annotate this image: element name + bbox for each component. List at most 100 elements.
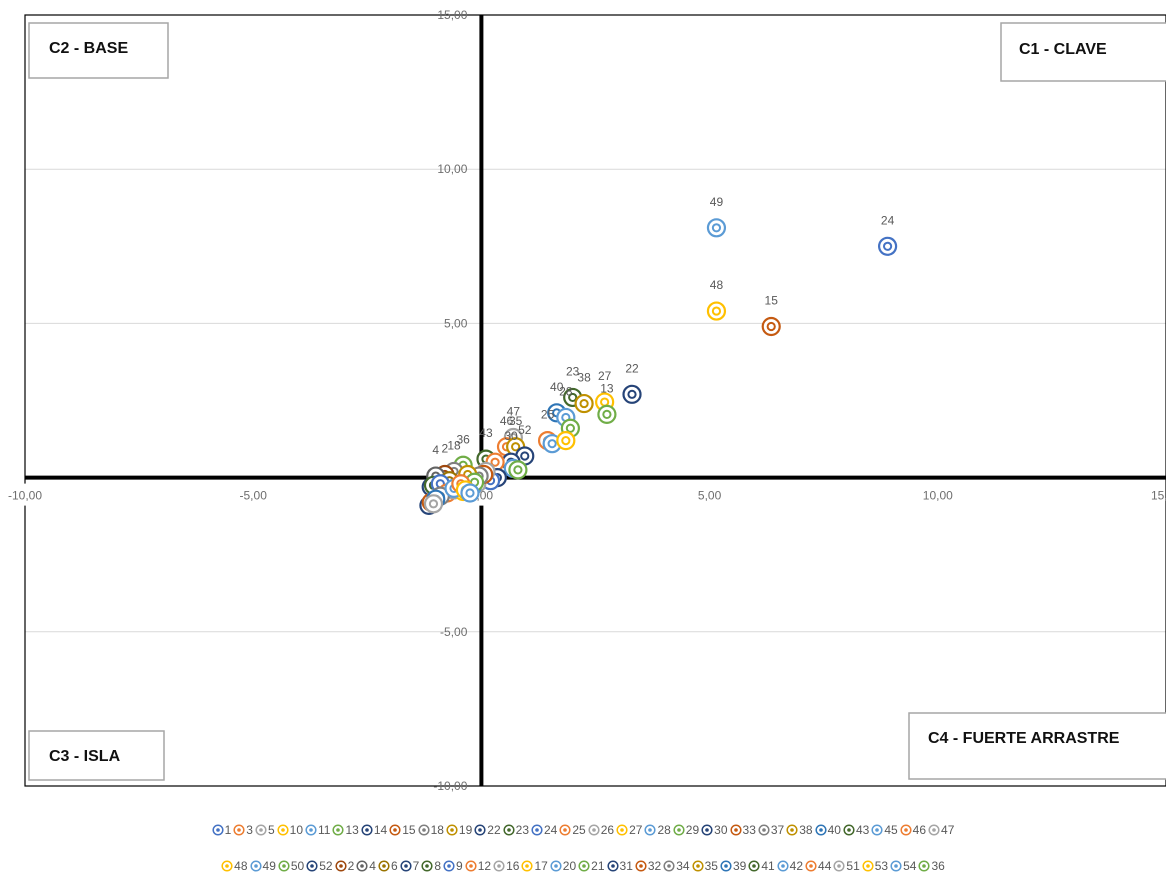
data-point-center	[766, 321, 776, 332]
legend-item: 48	[221, 859, 248, 873]
data-point-center	[547, 439, 557, 449]
legend-item: 16	[493, 859, 519, 873]
data-point-center	[579, 398, 589, 409]
legend-label: 25	[572, 823, 586, 837]
legend-marker-icon	[278, 860, 290, 872]
legend-marker-icon	[928, 824, 940, 836]
legend-marker-icon	[616, 824, 628, 836]
legend-marker-icon	[833, 860, 845, 872]
legend-label: 31	[619, 859, 633, 873]
point-label: 38	[577, 371, 591, 385]
legend-item: 23	[503, 823, 529, 837]
legend-label: 37	[770, 823, 785, 837]
point-label: 15	[765, 293, 779, 307]
legend-marker-icon	[465, 860, 477, 872]
data-point-center	[711, 223, 722, 233]
y-tick-label: -5,00	[440, 625, 468, 639]
legend-label: 20	[562, 859, 577, 873]
data-point-center	[465, 488, 475, 498]
legend-marker-icon	[729, 824, 742, 836]
x-tick-label: -10,00	[8, 489, 42, 503]
legend-label: 46	[912, 823, 927, 837]
legend-marker-icon	[748, 860, 760, 872]
point-label: 22	[625, 361, 639, 375]
point-label: 23	[566, 364, 580, 378]
legend-marker-icon	[418, 824, 430, 836]
legend-label: 28	[657, 823, 671, 837]
legend-label: 10	[289, 823, 304, 837]
legend-marker-icon	[443, 860, 455, 872]
legend-label: 21	[591, 859, 605, 873]
x-tick-label: 10,00	[923, 489, 953, 503]
point-label: 49	[710, 195, 724, 209]
legend-label: 4	[369, 859, 376, 873]
legend-label: 9	[456, 859, 463, 873]
legend-item: 32	[635, 859, 661, 873]
point-label: 18	[447, 438, 461, 452]
legend-label: 42	[789, 859, 804, 873]
legend-item: 5	[255, 823, 275, 837]
legend-item: 17	[521, 859, 548, 873]
legend-marker-icon	[862, 860, 874, 872]
legend-marker-icon	[720, 860, 732, 872]
data-point-center	[490, 457, 500, 467]
legend-label: 27	[629, 823, 643, 837]
x-tick-label: -5,00	[240, 489, 268, 503]
legend-marker-icon	[815, 824, 827, 836]
legend-item: 2	[335, 859, 354, 873]
legend-item: 22	[474, 823, 501, 837]
legend-item: 11	[305, 823, 330, 837]
legend-item: 37	[758, 823, 784, 837]
point-label: 43	[479, 426, 493, 440]
legend-item: 15	[389, 823, 416, 837]
legend-item: 38	[786, 823, 813, 837]
legend-marker-icon	[361, 824, 373, 836]
legend-label: 23	[515, 823, 529, 837]
legend-item: 41	[748, 859, 775, 873]
legend-marker-icon	[805, 860, 817, 872]
quadrant-box	[908, 712, 1166, 780]
legend-label: 30	[714, 823, 728, 837]
legend-label: 53	[874, 859, 889, 873]
legend-item: 9	[443, 859, 463, 873]
legend-item: 4	[356, 859, 376, 873]
legend-marker-icon	[335, 860, 347, 872]
data-point	[597, 404, 617, 424]
legend-item: 51	[833, 859, 860, 873]
data-point	[706, 301, 727, 321]
legend-marker-icon	[503, 824, 515, 836]
data-point-center	[627, 389, 637, 399]
x-tick-label: 15,00	[1151, 489, 1166, 503]
x-tick-background	[5, 483, 665, 506]
data-point	[761, 316, 781, 337]
legend-item: 21	[578, 859, 605, 873]
legend-item: 18	[418, 823, 444, 837]
data-point	[622, 384, 642, 404]
x-tick-label: 5,00	[698, 489, 722, 503]
legend-marker-icon	[474, 824, 486, 836]
legend-item: 35	[692, 859, 718, 873]
legend-item: 8	[421, 859, 441, 873]
data-point-center	[602, 409, 612, 419]
data-point	[508, 460, 528, 480]
legend-label: 29	[685, 823, 700, 837]
legend-marker-icon	[306, 860, 318, 872]
legend-label: 38	[799, 823, 813, 837]
legend-label: 41	[761, 859, 775, 873]
legend-marker-icon	[531, 824, 543, 836]
legend-marker-icon	[389, 824, 401, 836]
legend-marker-icon	[758, 824, 770, 836]
legend-label: 43	[855, 823, 870, 837]
legend-marker-icon	[635, 860, 647, 872]
legend-item: 20	[550, 859, 576, 873]
legend-item: 44	[805, 859, 831, 873]
legend-marker-icon	[356, 860, 368, 872]
legend-marker-icon	[673, 824, 685, 836]
legend-label: 36	[931, 859, 945, 873]
legend-item: 50	[278, 859, 304, 873]
legend-marker-icon	[777, 860, 789, 872]
data-point	[460, 483, 480, 503]
point-label: 28	[559, 384, 573, 398]
y-tick-label: 15,00	[437, 8, 467, 22]
